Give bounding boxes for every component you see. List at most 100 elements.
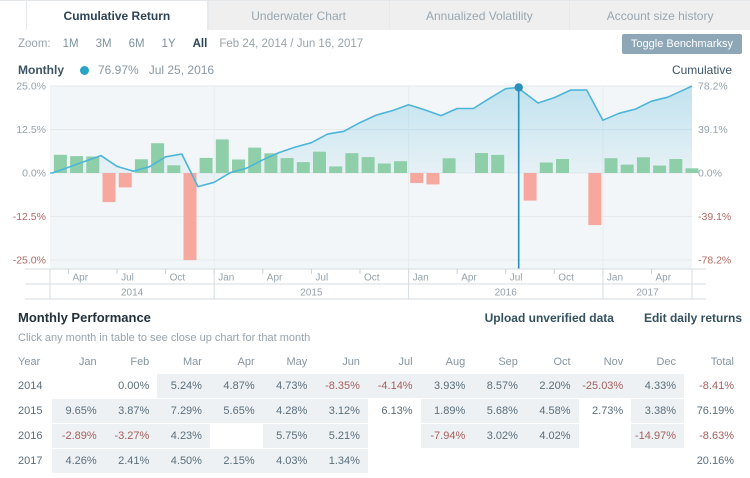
- svg-text:78.2%: 78.2%: [698, 82, 728, 93]
- month-cell[interactable]: 4.28%: [262, 398, 316, 424]
- month-cell[interactable]: 5.75%: [262, 423, 316, 449]
- upload-unverified-data-link[interactable]: Upload unverified data: [484, 310, 614, 325]
- month-cell[interactable]: -14.97%: [631, 423, 684, 449]
- tab-account-size-history[interactable]: Account size history: [569, 1, 750, 30]
- month-cell[interactable]: 3.02%: [473, 423, 526, 449]
- tab-bar-spacer: [0, 1, 26, 30]
- month-cell[interactable]: -2.89%: [52, 423, 105, 449]
- month-cell[interactable]: 3.87%: [104, 398, 158, 424]
- total-cell: 20.16%: [696, 455, 734, 467]
- month-cell: [368, 449, 421, 474]
- month-cell[interactable]: 2.73%: [592, 405, 624, 418]
- table-row-2016: 2016 -2.89% -3.27% 4.23% 5.75% 5.21% -7.94% 3.0…: [10, 423, 742, 449]
- month-cell[interactable]: -7.94%: [420, 423, 474, 449]
- monthly-series-label: Monthly: [18, 63, 64, 77]
- month-cell[interactable]: 2.15%: [209, 448, 263, 474]
- column-header-oct: Oct: [553, 356, 571, 368]
- chart-legend: Monthly 76.97% Jul 25, 2016 Cumulative: [0, 58, 750, 82]
- monthly-performance-title: Monthly Performance: [18, 310, 151, 325]
- svg-text:2015: 2015: [300, 288, 323, 299]
- month-cell: [631, 449, 684, 474]
- month-cell[interactable]: 7.29%: [157, 398, 210, 424]
- month-cell[interactable]: 4.73%: [262, 374, 316, 399]
- month-cell[interactable]: 4.58%: [525, 398, 579, 424]
- cumulative-return-chart[interactable]: 25.0% 78.2% 12.5% 39.1% 0.0% 0.0% -12.5% -39.1%…: [0, 82, 750, 302]
- month-cell[interactable]: 4.33%: [631, 374, 684, 399]
- svg-text:Jan: Jan: [607, 273, 623, 284]
- month-cell[interactable]: -4.14%: [367, 374, 421, 399]
- edit-daily-returns-link[interactable]: Edit daily returns: [643, 310, 742, 325]
- column-header-dec: Dec: [656, 356, 676, 368]
- column-header-aug: Aug: [445, 356, 466, 368]
- svg-text:Apr: Apr: [73, 273, 89, 284]
- zoom-1m-button[interactable]: 1M: [62, 38, 79, 50]
- month-cell[interactable]: 3.38%: [631, 398, 684, 424]
- month-cell[interactable]: 4.23%: [157, 423, 210, 449]
- month-cell[interactable]: 6.13%: [381, 405, 413, 418]
- year-cell: 2017: [18, 455, 43, 467]
- column-header-may: May: [286, 356, 308, 368]
- zoom-1y-button[interactable]: 1Y: [161, 38, 176, 50]
- month-cell: [52, 374, 105, 399]
- month-cell[interactable]: 5.21%: [315, 423, 368, 449]
- month-cell[interactable]: 1.34%: [315, 448, 368, 474]
- month-cell[interactable]: 5.68%: [473, 398, 526, 424]
- column-header-nov: Nov: [603, 356, 624, 368]
- chart-tab-bar: Cumulative Return Underwater Chart Annua…: [0, 0, 750, 30]
- month-cell[interactable]: -25.03%: [578, 374, 632, 399]
- svg-text:Apr: Apr: [267, 273, 283, 284]
- month-cell[interactable]: 4.02%: [525, 423, 579, 449]
- month-cell[interactable]: 3.93%: [420, 374, 474, 399]
- zoom-6m-button[interactable]: 6M: [128, 38, 145, 50]
- date-range-label: Feb 24, 2014 / Jun 16, 2017: [219, 38, 364, 50]
- month-cell[interactable]: 2.20%: [525, 374, 579, 399]
- toggle-benchmarks-button[interactable]: Toggle Benchmarksy: [621, 34, 742, 54]
- column-header-mar: Mar: [183, 356, 202, 368]
- month-cell[interactable]: 5.65%: [209, 398, 263, 424]
- month-cell[interactable]: -3.27%: [104, 423, 158, 449]
- svg-text:Jan: Jan: [413, 273, 429, 284]
- month-cell[interactable]: 5.24%: [157, 374, 210, 399]
- svg-text:Oct: Oct: [170, 273, 186, 284]
- month-cell: [210, 424, 263, 449]
- svg-text:Jul: Jul: [121, 273, 134, 284]
- year-cell: 2015: [18, 405, 43, 417]
- column-header-total: Total: [710, 356, 734, 368]
- svg-text:Apr: Apr: [656, 273, 672, 284]
- month-cell[interactable]: 1.89%: [420, 398, 474, 424]
- tab-underwater-chart[interactable]: Underwater Chart: [207, 1, 389, 30]
- column-header-sep: Sep: [498, 356, 518, 368]
- tab-annualized-volatility[interactable]: Annualized Volatility: [388, 1, 570, 30]
- table-row-2014: 2014 0.00% 5.24% 4.87% 4.73% -8.35% -4.14% 3.93…: [10, 374, 742, 399]
- svg-text:0.0%: 0.0%: [698, 168, 722, 180]
- svg-text:Oct: Oct: [558, 273, 574, 284]
- zoom-all-button[interactable]: All: [192, 38, 208, 50]
- tab-cumulative-return[interactable]: Cumulative Return: [26, 1, 208, 30]
- month-cell[interactable]: 8.57%: [473, 374, 526, 399]
- zoom-label: Zoom:: [18, 38, 51, 50]
- month-cell: [526, 449, 579, 474]
- chart-toolbar: Zoom: 1M 3M 6M 1Y All Feb 24, 2014 / Jun…: [0, 30, 750, 58]
- table-hint-text: Click any month in table to see close up…: [18, 332, 311, 344]
- total-cell: -8.41%: [699, 380, 734, 393]
- svg-text:-12.5%: -12.5%: [13, 211, 46, 223]
- svg-text:2016: 2016: [495, 288, 518, 299]
- month-cell[interactable]: 4.26%: [52, 448, 105, 474]
- total-cell: -8.63%: [699, 430, 734, 442]
- column-header-year: Year: [18, 356, 41, 368]
- month-cell[interactable]: 2.41%: [104, 448, 158, 474]
- month-cell[interactable]: 4.03%: [262, 448, 316, 474]
- month-cell[interactable]: 4.87%: [209, 374, 263, 399]
- svg-text:Jan: Jan: [218, 273, 234, 284]
- svg-text:25.0%: 25.0%: [16, 82, 46, 93]
- month-cell[interactable]: 3.12%: [315, 398, 368, 424]
- month-cell[interactable]: 4.50%: [157, 448, 210, 474]
- month-cell[interactable]: 9.65%: [52, 398, 105, 424]
- month-cell[interactable]: 0.00%: [118, 380, 150, 393]
- monthly-performance-table: Year Jan Feb Mar Apr May Jun Jul Aug Sep Oct Nov Dec…: [10, 350, 742, 474]
- zoom-3m-button[interactable]: 3M: [95, 38, 112, 50]
- marker-dot-icon: [80, 65, 89, 75]
- month-cell[interactable]: -8.35%: [315, 374, 368, 399]
- monthly-performance-section: Monthly Performance Upload unverified da…: [0, 302, 750, 478]
- svg-text:2017: 2017: [636, 288, 659, 299]
